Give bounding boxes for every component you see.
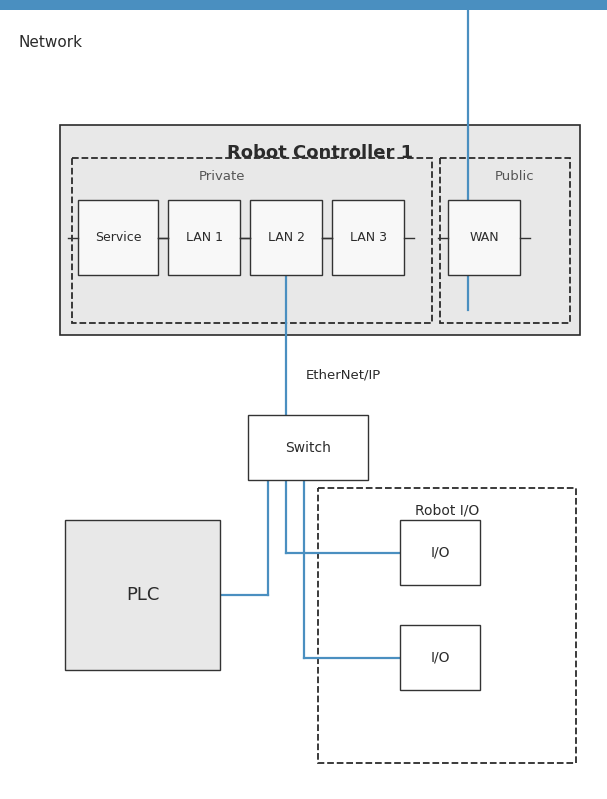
Bar — [332, 200, 404, 275]
Bar — [0, 0, 607, 10]
Bar — [60, 125, 580, 335]
Bar — [318, 488, 576, 763]
Bar — [440, 158, 570, 323]
Text: Network: Network — [18, 35, 82, 50]
Text: I/O: I/O — [430, 546, 450, 559]
Text: Public: Public — [495, 169, 535, 182]
Text: PLC: PLC — [126, 586, 159, 604]
Bar — [248, 415, 368, 480]
Text: I/O: I/O — [430, 650, 450, 665]
Text: Robot I/O: Robot I/O — [415, 503, 479, 517]
Bar — [65, 520, 220, 670]
Text: Switch: Switch — [285, 440, 331, 455]
Text: EtherNet/IP: EtherNet/IP — [306, 368, 381, 381]
Bar — [400, 520, 480, 585]
Text: LAN 3: LAN 3 — [350, 231, 387, 244]
Text: WAN: WAN — [469, 231, 499, 244]
Text: Private: Private — [198, 169, 245, 182]
Bar — [78, 200, 158, 275]
Text: Service: Service — [95, 231, 141, 244]
Text: Robot Controller 1: Robot Controller 1 — [227, 144, 413, 162]
Bar — [400, 625, 480, 690]
Text: LAN 1: LAN 1 — [186, 231, 223, 244]
Bar — [448, 200, 520, 275]
Bar — [168, 200, 240, 275]
Bar — [250, 200, 322, 275]
Text: LAN 2: LAN 2 — [268, 231, 305, 244]
Bar — [72, 158, 432, 323]
